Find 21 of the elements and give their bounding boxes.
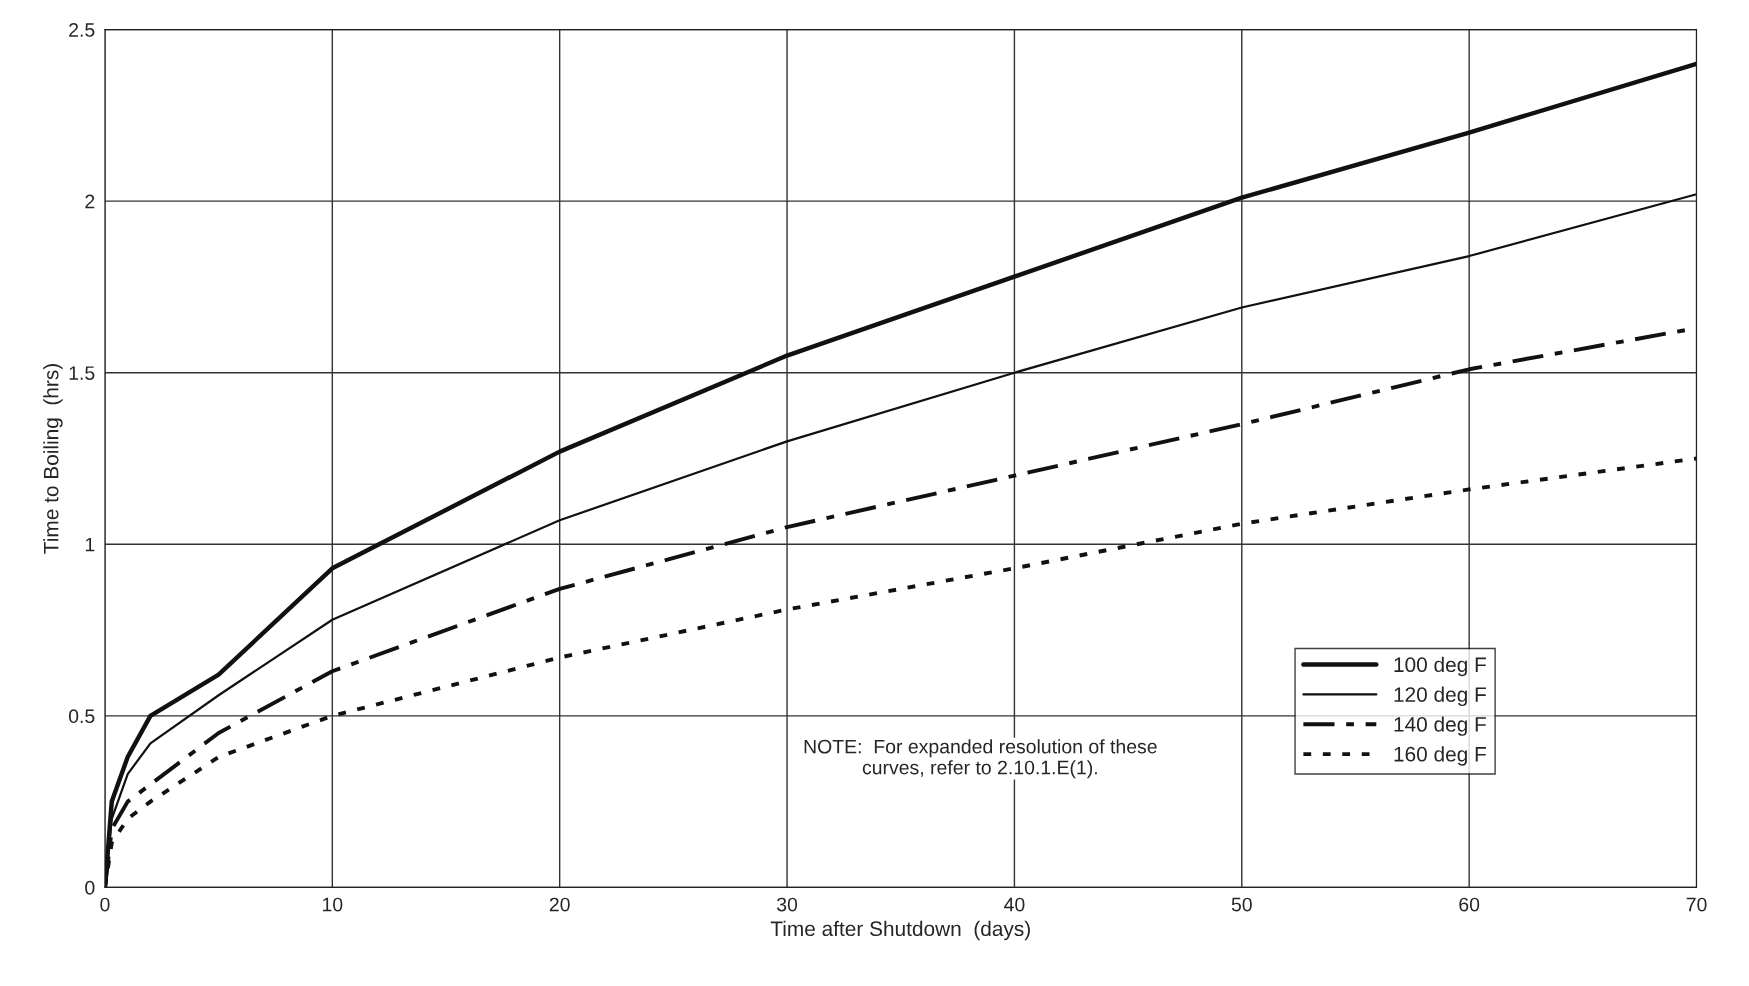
annotation: NOTE: For expanded resolution of these curves, refer to 2.10.1.E(1). [804,739,1157,779]
x-tick-label: 0 [100,897,110,912]
legend-label: 160 deg F [1394,746,1486,766]
x-tick-label: 20 [549,897,570,912]
x-tick-label: 10 [322,897,343,912]
x-tick-label: 50 [1231,897,1252,912]
legend-label: 140 deg F [1394,716,1486,736]
x-axis-title: Time after Shutdown (days) [770,920,1030,941]
y-tick-label: 2 [85,194,95,209]
x-tick-label: 60 [1459,897,1480,912]
y-tick-label: 1 [85,537,95,552]
y-tick-label: 1.5 [69,366,95,380]
y-tick-label: 0 [85,880,95,895]
y-tick-label: 2.5 [69,23,95,37]
x-tick-label: 70 [1686,897,1707,912]
legend-label: 100 deg F [1394,656,1486,677]
y-tick-label: 0.5 [68,709,95,724]
y-axis-title: Time to Boiling (hrs) [43,364,63,554]
legend-label: 120 deg F [1394,686,1486,707]
x-tick-label: 40 [1004,897,1025,912]
x-tick-label: 30 [776,897,798,912]
